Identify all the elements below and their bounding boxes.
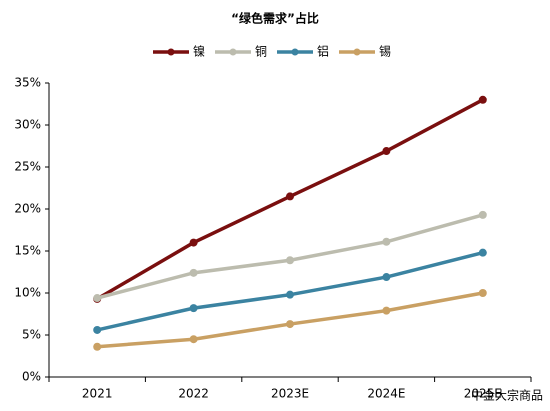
y-tick-label: 0% [22,370,41,384]
y-tick-label: 25% [14,160,41,174]
x-tick-label: 2025E [464,387,502,401]
legend-label: 镍 [193,45,205,59]
legend-label: 铝 [317,44,329,59]
legend-marker [167,48,175,56]
y-tick-label: 10% [14,286,41,300]
legend-label: 锡 [379,44,391,59]
y-tick-label: 20% [14,202,41,216]
point [478,210,487,219]
point [189,304,198,313]
point [382,237,391,246]
point [382,273,391,282]
y-tick-label: 5% [22,328,41,342]
chart-title: “绿色需求”占比 [231,11,319,26]
point [478,289,487,297]
x-tick-label: 2024E [367,387,405,401]
point [286,192,294,201]
point [93,342,102,351]
y-tick-label: 15% [14,244,41,258]
y-tick-label: 35% [14,76,41,90]
line [97,291,484,349]
point [286,290,294,299]
legend-marker [291,48,299,56]
point [478,248,487,257]
point [189,268,198,277]
point [286,256,294,265]
point [286,320,294,329]
legend-label: 铜 [255,44,267,59]
point [478,95,487,104]
point [93,325,102,334]
point [189,238,198,247]
watermark: 中金大宗商品 [471,388,543,403]
point [382,306,391,315]
point [382,147,391,156]
point [189,335,198,344]
legend-marker [353,48,361,56]
point [93,294,102,303]
x-tick-label: 2021 [82,387,113,401]
y-tick-label: 30% [14,118,41,132]
x-tick-label: 2022 [178,387,209,401]
legend-marker [229,48,237,56]
x-tick-label: 2023E [271,387,309,401]
